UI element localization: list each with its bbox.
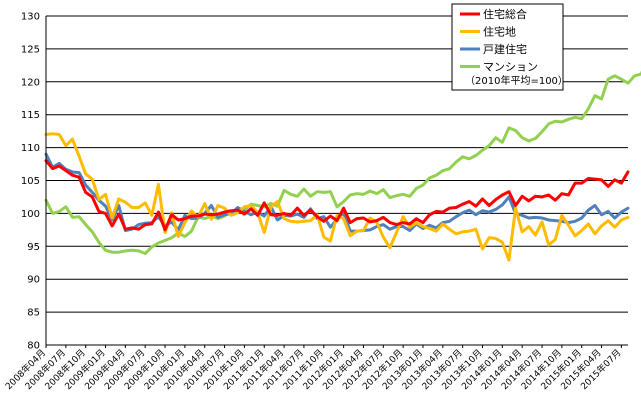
legend-label: 住宅総合 [483,7,527,21]
y-tick-label: 95 [27,242,40,253]
y-tick-label: 130 [21,12,40,23]
legend-label: マンション [483,61,538,74]
axes [45,16,628,346]
y-tick-label: 120 [21,77,40,88]
legend-label: 住宅地 [483,25,516,39]
y-axis-ticks: 80 85 90 95 100 105 110 115 120 125 130 [21,12,40,352]
y-tick-label: 115 [21,110,40,121]
legend-label: 戸建住宅 [483,42,527,56]
y-tick-label: 85 [27,308,40,319]
y-tick-label: 110 [21,143,40,154]
y-tick-label: 100 [21,209,40,220]
legend-note: （2010年平均=100） [465,74,568,87]
legend-box [451,3,564,91]
series-line-1 [44,159,630,232]
y-tick-label: 80 [27,341,40,352]
y-tick-label: 90 [27,275,40,286]
y-tick-label: 105 [21,176,40,187]
series-line-2 [44,132,630,262]
y-tick-label: 125 [21,44,40,55]
series-lines [44,70,641,262]
series-line-4 [44,70,641,256]
